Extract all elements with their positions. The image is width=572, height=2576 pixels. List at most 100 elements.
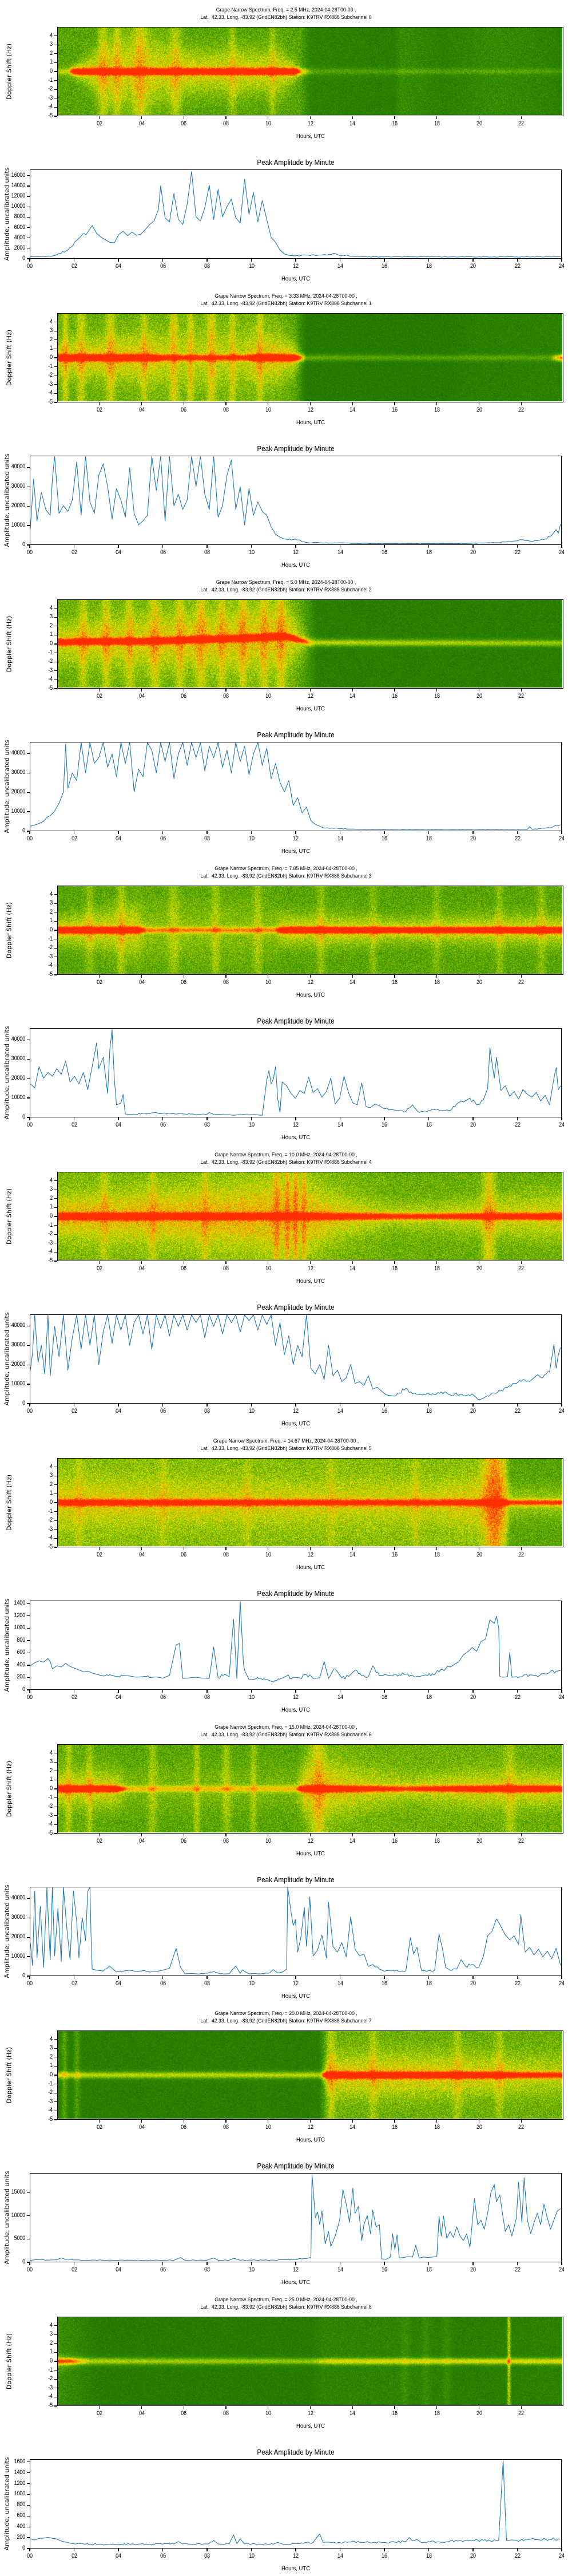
x-tick-label: 22 [514,1980,521,1987]
amplitude-x-axis-label: Hours, UTC [281,1134,310,1141]
y-tick-mark [54,384,57,385]
x-tick-mark [561,1117,562,1120]
x-tick-label: 04 [138,979,145,986]
spectrogram-canvas [58,1172,562,1260]
amplitude-plot-area [30,742,562,831]
spectrogram-x-axis-label: Hours, UTC [296,705,325,712]
y-tick-label: 0 [50,1785,53,1792]
amplitude-line-plot [30,1029,561,1116]
x-tick-mark [472,1976,474,1979]
y-tick-label: 2 [50,622,53,629]
amplitude-y-axis-label: Amplitude, uncalibrated units [3,1312,11,1406]
x-tick-mark [428,545,430,548]
x-tick-label: 12 [307,2410,313,2417]
x-tick-label: 12 [307,1265,313,1272]
x-tick-mark [141,689,142,692]
y-tick-mark [54,2325,57,2326]
x-tick-label: 08 [223,1265,229,1272]
amplitude-line [30,1601,561,1682]
y-tick-label: 1000 [14,1624,26,1631]
x-tick-label: 08 [204,1694,210,1701]
y-tick-label: 4 [50,1749,53,1756]
x-tick-mark [561,1976,562,1979]
y-tick-label: -4 [48,2393,53,2400]
x-tick-label: 12 [293,2266,299,2273]
x-tick-label: 24 [559,2266,565,2273]
y-tick-mark [54,974,57,975]
x-tick-label: 02 [71,1980,77,1987]
y-tick-label: -1 [48,1793,53,1801]
x-tick-mark [436,2120,438,2123]
amplitude-plot-area [30,1887,562,1976]
y-tick-label: -1 [48,2080,53,2087]
x-tick-label: 10 [265,406,271,413]
spectrogram-y-axis-label: Doppler Shift (Hz) [5,1474,13,1531]
spectrogram-x-axis-label: Hours, UTC [296,1564,325,1571]
y-tick-mark [54,366,57,368]
amplitude-line-plot [30,742,561,830]
y-tick-label: 0 [22,1686,25,1693]
y-tick-label: -5 [48,1543,53,1550]
amplitude-title: Peak Amplitude by Minute [257,2162,335,2170]
x-tick-label: 02 [71,1408,77,1415]
y-tick-label: 2 [50,335,53,343]
x-tick-mark [428,831,430,834]
x-tick-mark [472,1404,474,1406]
y-tick-mark [54,688,57,689]
x-tick-mark [521,402,522,405]
y-tick-label: 0 [22,2258,25,2265]
y-tick-mark [54,947,57,949]
x-tick-label: 24 [559,1121,565,1128]
x-tick-mark [352,689,353,692]
y-tick-label: -5 [48,1257,53,1264]
spectrogram-title-line2: Lat. 42.33, Long. -83.92 (GridEN82bh) St… [200,873,372,879]
x-tick-label: 14 [349,1551,356,1558]
spectrogram-title-line2: Lat. 42.33, Long. -83.92 (GridEN82bh) St… [200,2304,372,2310]
x-tick-mark [309,1834,311,1836]
y-tick-label: -3 [48,953,53,960]
x-tick-label: 02 [96,1265,102,1272]
y-tick-label: 10000 [11,203,25,210]
x-tick-label: 18 [434,979,440,986]
x-tick-label: 24 [559,1980,565,1987]
x-tick-mark [309,2406,311,2409]
y-tick-label: 2 [50,2339,53,2346]
x-tick-mark [352,2120,353,2123]
x-tick-label: 22 [518,2410,525,2417]
x-tick-label: 14 [349,693,356,700]
y-tick-label: -5 [48,112,53,119]
x-tick-label: 08 [204,835,210,842]
x-tick-label: 12 [293,1121,299,1128]
x-tick-mark [162,259,164,262]
y-tick-label: 30000 [11,769,25,776]
amplitude-y-axis-label: Amplitude, uncalibrated units [3,2457,11,2551]
y-tick-mark [54,2343,57,2344]
spectrogram-canvas [58,2317,562,2405]
y-tick-mark [54,608,57,609]
x-tick-mark [394,1834,395,1836]
x-tick-mark [309,1547,311,1550]
spectrogram-title-line2: Lat. 42.33, Long. -83.92 (GridEN82bh) St… [200,1159,372,1165]
spectrogram-title-line1: Grape Narrow Spectrum, Freq. = 3.33 MHz,… [214,293,357,299]
x-tick-mark [517,545,518,548]
x-tick-label: 14 [349,979,356,986]
x-tick-mark [472,2549,474,2551]
y-tick-label: 1400 [14,1599,26,1607]
x-tick-label: 16 [392,1265,398,1272]
spectrogram-y-axis-label: Doppler Shift (Hz) [5,615,13,673]
spectrogram-x-axis-label: Hours, UTC [296,991,325,998]
y-tick-mark [27,792,30,793]
x-tick-label: 20 [476,2124,482,2131]
x-tick-label: 04 [138,2124,145,2131]
y-tick-mark [54,2119,57,2120]
x-tick-mark [29,1690,30,1693]
spectrogram-title-line2: Lat. 42.33, Long. -83.92 (GridEN82bh) St… [200,2018,372,2024]
y-tick-label: 4 [50,31,53,39]
amplitude-line [30,1315,561,1400]
y-tick-label: -1 [48,935,53,942]
x-tick-mark [352,2406,353,2409]
x-tick-label: 22 [514,2266,521,2273]
x-tick-label: 16 [382,835,387,842]
x-tick-mark [517,831,518,834]
x-tick-label: 08 [204,549,210,556]
